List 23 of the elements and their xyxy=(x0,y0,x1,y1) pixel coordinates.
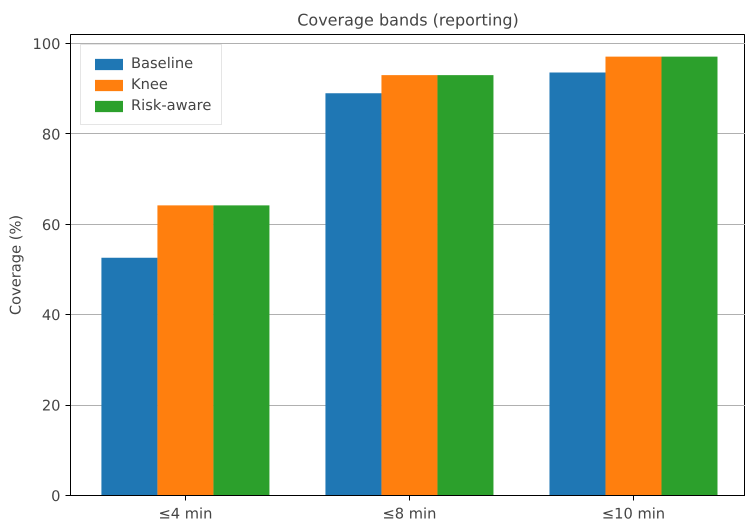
legend-label: Baseline xyxy=(131,55,194,72)
bar xyxy=(101,258,158,496)
bar xyxy=(325,93,382,496)
x-tick-label: ≤4 min xyxy=(158,506,212,522)
bar xyxy=(157,205,214,496)
y-tick-label: 40 xyxy=(42,307,61,324)
x-tick-label: ≤10 min xyxy=(602,506,666,522)
bar xyxy=(549,72,606,496)
legend-label: Risk-aware xyxy=(131,97,212,114)
y-tick-label: 100 xyxy=(32,36,61,54)
y-tick-label: 60 xyxy=(42,216,61,234)
bar xyxy=(437,75,494,496)
y-tick-label: 80 xyxy=(42,126,61,144)
x-tick-label: ≤8 min xyxy=(382,506,436,522)
chart-title: Coverage bands (reporting) xyxy=(297,10,519,30)
legend-label: Knee xyxy=(131,76,168,93)
y-tick-label: 0 xyxy=(51,488,61,505)
bar xyxy=(381,75,438,496)
bar xyxy=(661,56,718,496)
bar xyxy=(605,56,662,496)
bar xyxy=(213,205,270,496)
y-axis-title: Coverage (%) xyxy=(8,214,25,316)
y-tick-label: 20 xyxy=(42,398,61,415)
